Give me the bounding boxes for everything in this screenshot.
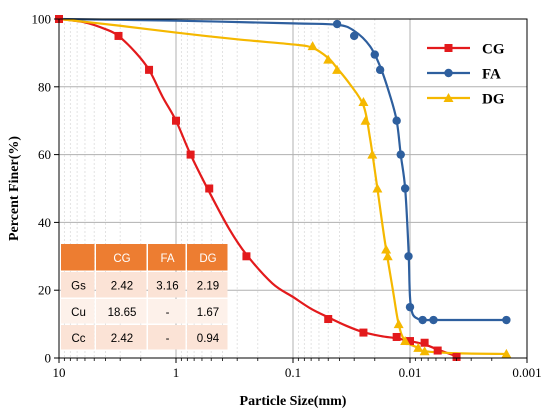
data-point-dg <box>413 342 424 352</box>
legend-label-dg: DG <box>482 92 505 108</box>
data-point-dg <box>372 183 383 193</box>
data-point-fa <box>429 315 438 325</box>
data-point-dg <box>393 319 404 329</box>
data-point-dg <box>419 346 430 356</box>
table-cell-bg <box>148 325 186 350</box>
y-tick-label: 60 <box>38 147 51 162</box>
data-point-cg <box>172 116 180 125</box>
table-header-cell <box>148 244 186 271</box>
data-point-dg <box>358 97 369 107</box>
table-cell: 3.16 <box>156 281 178 293</box>
data-point-fa <box>332 19 342 29</box>
data-point-cg <box>186 150 195 159</box>
table-cell: - <box>166 333 170 345</box>
data-point-cg <box>392 332 401 341</box>
table-cell: 2.42 <box>111 333 133 345</box>
data-point-fa <box>502 315 511 325</box>
table-header-cell <box>96 244 147 271</box>
x-tick-label: 1 <box>173 365 180 380</box>
data-point-fa <box>349 31 359 41</box>
data-point-fa <box>375 65 385 75</box>
data-point-cg <box>452 352 461 361</box>
table-cell-bg <box>61 272 95 298</box>
legend-label-cg: CG <box>482 42 505 58</box>
table-cell: 18.65 <box>108 307 137 319</box>
table-cell-bg <box>61 325 95 350</box>
table-cell: 2.19 <box>197 281 219 293</box>
table-cell: 0.94 <box>197 333 220 345</box>
y-tick-label: 20 <box>38 283 51 298</box>
data-point-dg <box>307 41 318 51</box>
legend-marker-fa <box>444 68 453 78</box>
legend-label-fa: FA <box>482 67 501 83</box>
table-cell-bg <box>96 325 147 350</box>
y-tick-labels: 0 20 40 60 80 100 <box>32 12 52 366</box>
y-tick-label: 40 <box>38 215 51 230</box>
table-header-cell <box>187 244 228 271</box>
data-point-fa <box>396 150 405 159</box>
x-tick-label: 10 <box>53 365 66 380</box>
data-point-dg <box>382 251 393 261</box>
axis-ticks <box>54 18 528 363</box>
table-cell: Gs <box>71 281 86 293</box>
table-cell-bg <box>187 299 228 324</box>
data-point-fa <box>418 315 427 325</box>
legend: CG FA DG <box>427 42 505 108</box>
table-header-dg: DG <box>199 253 216 265</box>
data-point-cg <box>433 346 442 355</box>
x-tick-label: 0.1 <box>285 365 301 380</box>
table-header-fa: FA <box>160 253 174 265</box>
data-point-dg <box>501 348 512 358</box>
table-cell: - <box>166 307 170 319</box>
data-point-cg <box>359 328 368 337</box>
legend-marker-cg <box>444 44 453 52</box>
x-axis-title: Particle Size(mm) <box>240 394 347 409</box>
data-point-dg <box>332 64 343 74</box>
x-tick-labels: 10 1 0.1 0.01 0.001 <box>53 365 542 380</box>
properties-table: CG FA DG Gs 2.42 3.16 2.19 Cu 18.65 - 1.67 Cc 2.42 - 0… <box>61 244 228 350</box>
table-header-cell <box>61 244 95 271</box>
table-cell: Cu <box>71 307 86 319</box>
y-tick-label: 0 <box>45 351 52 366</box>
data-point-cg <box>406 337 414 346</box>
table-cell: 1.67 <box>197 307 219 319</box>
y-axis-title: Percent Finer(%) <box>7 136 22 241</box>
data-point-cg <box>205 184 214 193</box>
y-tick-label: 80 <box>38 79 51 94</box>
data-point-cg <box>420 338 429 347</box>
legend-marker-dg <box>443 93 454 102</box>
table-cell-bg <box>61 299 95 324</box>
data-point-dg <box>360 115 371 125</box>
table-cell-bg <box>148 299 186 324</box>
data-point-dg <box>367 149 378 159</box>
table-cell-bg <box>96 299 147 324</box>
data-point-fa <box>405 302 415 312</box>
x-tick-label: 0.001 <box>512 365 541 380</box>
data-point-fa <box>370 50 379 59</box>
data-point-fa <box>392 116 401 125</box>
data-point-cg <box>324 315 333 324</box>
table-cell-bg <box>148 272 186 298</box>
table-header-cg: CG <box>113 253 130 265</box>
data-point-dg <box>381 244 392 254</box>
data-point-fa <box>400 184 410 193</box>
table-cell-bg <box>187 325 228 350</box>
data-point-cg <box>242 252 251 261</box>
data-point-dg <box>323 54 334 64</box>
x-tick-label: 0.01 <box>399 365 422 380</box>
table-cell: 2.42 <box>111 281 133 293</box>
data-point-dg <box>400 336 411 346</box>
y-tick-label: 100 <box>32 12 52 27</box>
data-point-fa <box>404 252 413 261</box>
table-cell-bg <box>187 272 228 298</box>
table-cell: Cc <box>71 333 85 345</box>
table-cell-bg <box>96 272 147 298</box>
data-point-cg <box>145 65 154 74</box>
data-point-cg <box>114 31 123 40</box>
